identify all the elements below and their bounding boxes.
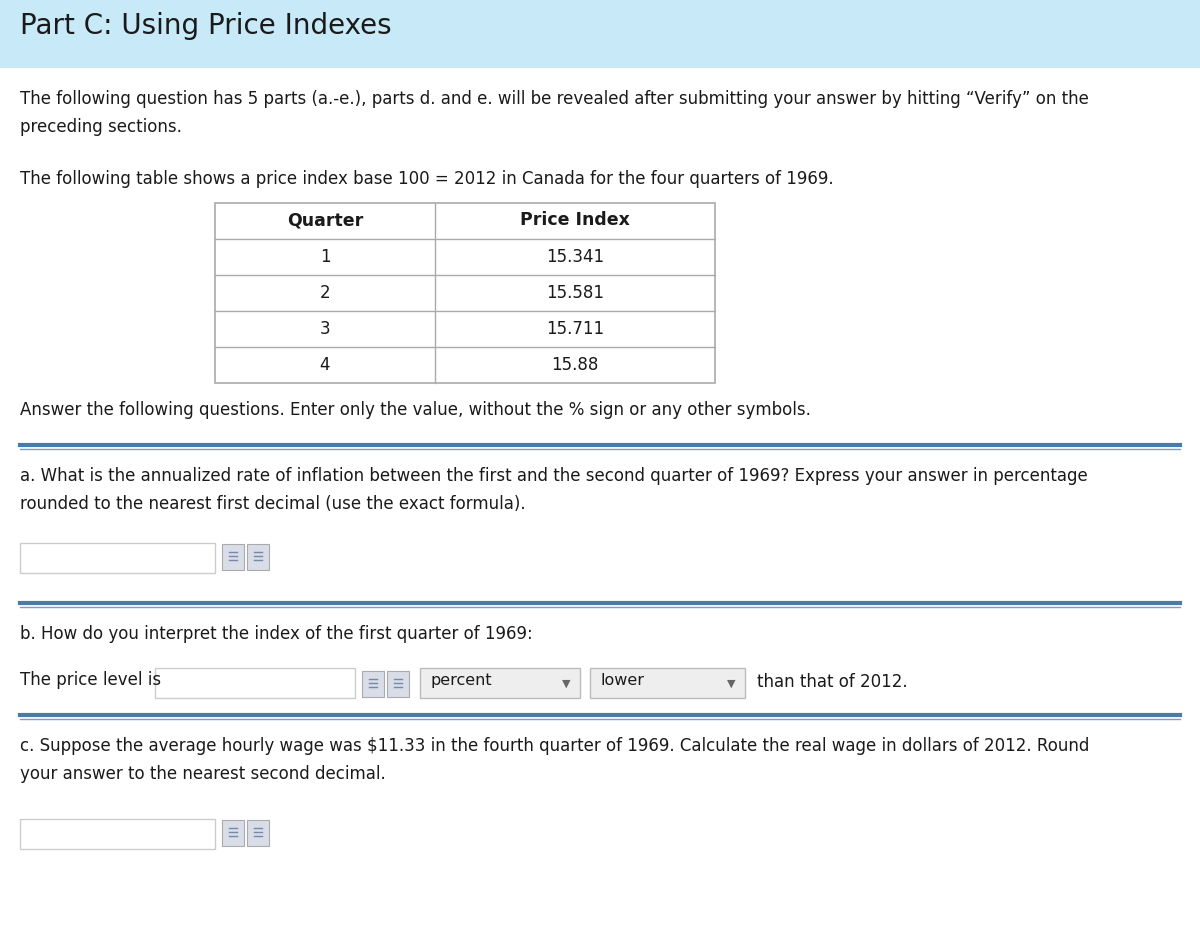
Text: 3: 3: [319, 320, 330, 338]
Bar: [0, 0, 1200, 68]
Text: 15.88: 15.88: [551, 356, 599, 374]
Bar: [247, 820, 269, 846]
Bar: [362, 671, 384, 697]
Text: ▼: ▼: [562, 679, 570, 689]
Text: The following table shows a price index base 100 = 2012 in Canada for the four q: The following table shows a price index …: [20, 170, 834, 188]
Text: 4: 4: [319, 356, 330, 374]
Text: 2: 2: [319, 284, 330, 302]
Bar: [20, 819, 215, 849]
Bar: [222, 544, 244, 570]
Bar: [386, 671, 409, 697]
Bar: [420, 668, 580, 698]
Bar: [590, 668, 745, 698]
Text: lower: lower: [600, 673, 644, 688]
Bar: [215, 203, 715, 383]
Text: a. What is the annualized rate of inflation between the first and the second qua: a. What is the annualized rate of inflat…: [20, 467, 1087, 512]
Text: percent: percent: [430, 673, 492, 688]
Text: ▼: ▼: [727, 679, 736, 689]
Text: 15.341: 15.341: [546, 248, 604, 266]
Bar: [155, 668, 355, 698]
Text: The following question has 5 parts (a.-e.), parts d. and e. will be revealed aft: The following question has 5 parts (a.-e…: [20, 90, 1088, 135]
Text: Part C: Using Price Indexes: Part C: Using Price Indexes: [20, 12, 391, 40]
Text: The price level is: The price level is: [20, 671, 161, 689]
Text: Answer the following questions. Enter only the value, without the % sign or any : Answer the following questions. Enter on…: [20, 401, 811, 419]
Text: c. Suppose the average hourly wage was $11.33 in the fourth quarter of 1969. Cal: c. Suppose the average hourly wage was $…: [20, 737, 1090, 783]
Text: 15.581: 15.581: [546, 284, 604, 302]
Bar: [222, 820, 244, 846]
Text: 1: 1: [319, 248, 330, 266]
Text: b. How do you interpret the index of the first quarter of 1969:: b. How do you interpret the index of the…: [20, 625, 533, 643]
Text: Price Index: Price Index: [520, 211, 630, 229]
Bar: [20, 543, 215, 573]
Text: than that of 2012.: than that of 2012.: [757, 673, 907, 691]
Text: Quarter: Quarter: [287, 211, 364, 229]
Bar: [247, 544, 269, 570]
Text: 15.711: 15.711: [546, 320, 604, 338]
